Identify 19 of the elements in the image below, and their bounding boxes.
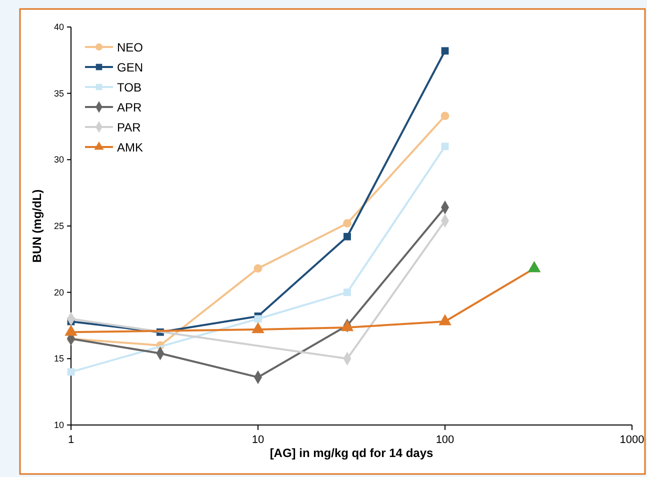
legend-label: TOB <box>117 80 142 94</box>
y-tick-label: 25 <box>54 221 64 231</box>
y-tick-label: 10 <box>54 420 64 430</box>
legend-label: AMK <box>117 140 144 154</box>
y-tick-label: 30 <box>54 154 64 165</box>
x-tick-label: 100 <box>436 434 454 446</box>
y-tick-label: 35 <box>54 88 64 98</box>
x-axis-title: [AG] in mg/kg qd for 14 days <box>270 446 434 460</box>
x-tick-label: 1 <box>68 434 74 446</box>
legend-label: APR <box>117 100 142 114</box>
legend-label: PAR <box>117 120 142 134</box>
legend-label: GEN <box>117 60 144 74</box>
y-axis-title: BUN (mg/dL) <box>30 189 44 263</box>
y-tick-label: 40 <box>54 22 64 32</box>
x-tick-label: 10 <box>252 434 264 446</box>
y-tick-label: 15 <box>54 354 64 364</box>
x-tick-label: 1000 <box>620 434 644 446</box>
y-tick-label: 20 <box>54 287 64 298</box>
legend-label: NEO <box>117 40 144 54</box>
